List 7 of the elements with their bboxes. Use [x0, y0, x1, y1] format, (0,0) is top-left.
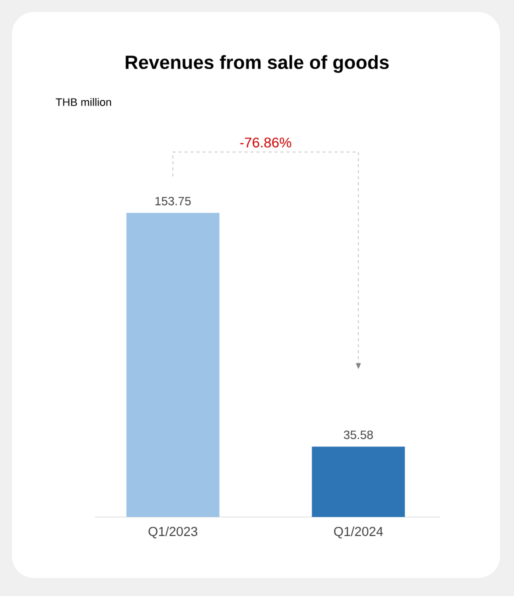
data-label: 153.75 — [155, 196, 191, 206]
text: -76.86% — [240, 138, 292, 148]
x-tick-label: Q1/2023 — [148, 526, 198, 538]
x-tick-label: Q1/2024 — [334, 526, 383, 538]
data-label: 35.58 — [344, 430, 373, 440]
chart-subtitle: THB million — [56, 98, 112, 106]
chart-title: Revenues from sale of goods — [126, 55, 389, 73]
